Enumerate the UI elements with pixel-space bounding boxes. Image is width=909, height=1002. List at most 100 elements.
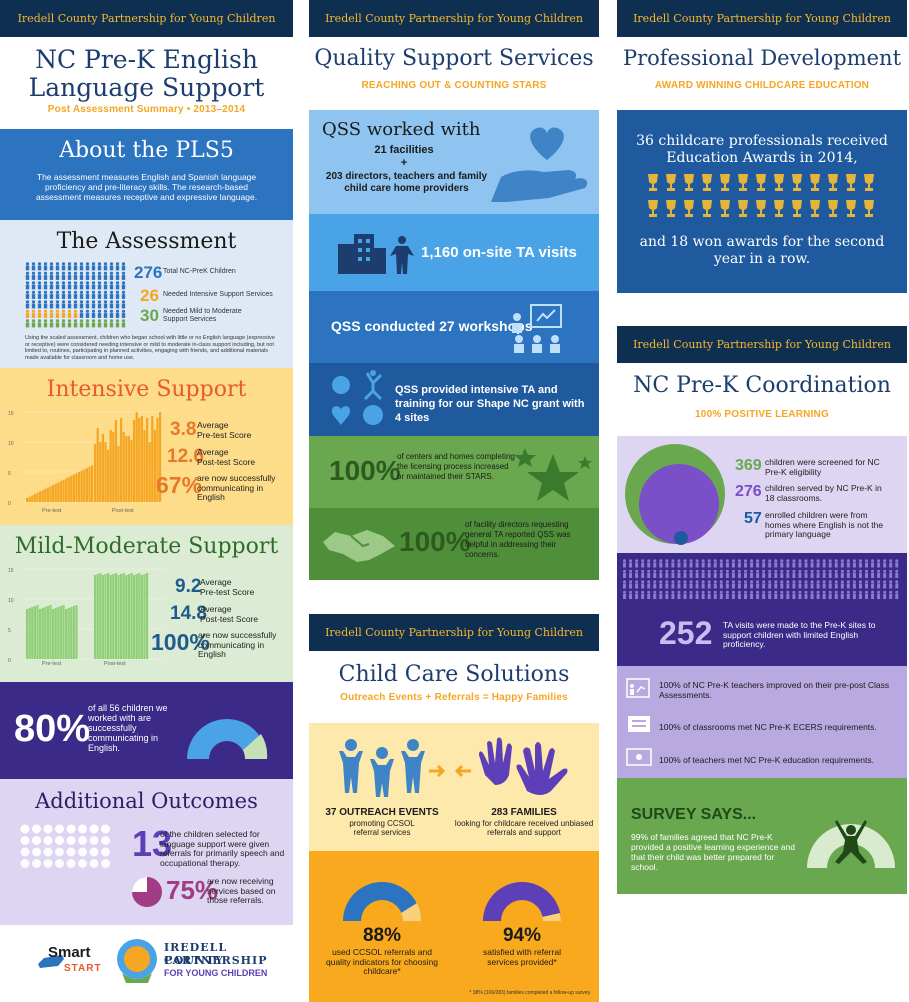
- person-mark: [61, 262, 66, 271]
- person-mark: [67, 309, 72, 318]
- dot-mark: [89, 824, 99, 834]
- person-mark: [695, 559, 699, 568]
- bar: [99, 442, 102, 502]
- person-mark: [31, 300, 36, 309]
- bar: [72, 474, 75, 502]
- bar: [151, 416, 154, 502]
- dot-mark: [89, 836, 99, 845]
- person-mark: [774, 590, 778, 599]
- person-mark: [846, 590, 850, 599]
- trophy-icon: [684, 200, 694, 217]
- bar: [44, 488, 47, 502]
- person-mark: [737, 590, 741, 599]
- person-mark: [43, 281, 48, 290]
- person-mark: [97, 290, 102, 299]
- bar: [36, 492, 39, 502]
- eighty-label: of all 56 children we worked with are su…: [88, 703, 168, 753]
- bar: [156, 418, 159, 502]
- person-mark: [871, 559, 875, 568]
- person-mark: [719, 569, 723, 578]
- person-mark: [635, 559, 639, 568]
- person-mark: [73, 300, 78, 309]
- person-mark: [641, 569, 645, 578]
- person-mark: [115, 271, 120, 280]
- person-mark: [744, 590, 747, 599]
- bar: [122, 573, 125, 659]
- bar: [62, 479, 65, 502]
- person-mark: [25, 319, 30, 328]
- bar: [125, 575, 128, 659]
- person-mark: [31, 309, 36, 318]
- person-mark: [828, 569, 832, 578]
- dot-mark: [55, 824, 64, 834]
- person-mark: [731, 590, 735, 599]
- person-mark: [73, 309, 78, 318]
- bar: [120, 574, 123, 659]
- awards-text-1: 36 childcare professionals received Educ…: [636, 133, 888, 166]
- page-title: NC Pre-K English Language Support: [0, 46, 293, 102]
- person-mark: [97, 281, 102, 290]
- bar: [114, 420, 117, 502]
- trophy-icon: [864, 174, 874, 191]
- org-header-ccs: Iredell County Partnership for Young Chi…: [309, 614, 599, 651]
- certificate-icon: [626, 748, 652, 766]
- bar: [36, 605, 39, 659]
- trophy-icon: [648, 174, 658, 191]
- person-mark: [834, 569, 838, 578]
- org-header-nck: Iredell County Partnership for Young Chi…: [617, 326, 907, 363]
- tick-label: 0: [8, 501, 11, 507]
- people-icon: [339, 739, 425, 797]
- pd-title: Professional Development: [622, 46, 902, 70]
- assessment-heading: The Assessment: [56, 229, 237, 254]
- person-mark: [31, 290, 36, 299]
- trophy-icon: [738, 200, 748, 217]
- stars-block: 100% of centers and homes completing the…: [309, 436, 599, 508]
- person-mark: [768, 590, 772, 599]
- survey-head: SURVEY SAYS...: [631, 806, 757, 823]
- person-mark: [109, 262, 114, 271]
- person-mark: [695, 580, 699, 589]
- stat-mild: 30 Needed Mild to Moderate Support Servi…: [140, 306, 242, 325]
- trophy-icon: [846, 174, 856, 191]
- person-mark: [840, 590, 844, 599]
- person-mark: [792, 569, 796, 578]
- person-mark: [871, 569, 875, 578]
- bar: [85, 468, 88, 502]
- intensive-pct-stat: 67% are now successfully communicating i…: [156, 472, 276, 502]
- bar: [54, 608, 57, 659]
- person-mark: [786, 590, 790, 599]
- person-mark: [780, 569, 784, 578]
- person-mark: [695, 569, 699, 578]
- bar: [109, 430, 112, 502]
- mild-heading: Mild-Moderate Support: [14, 534, 279, 559]
- person-mark: [804, 569, 808, 578]
- person-mark: [623, 569, 626, 578]
- ta-252-label: TA visits were made to the Pre-K sites t…: [723, 620, 876, 649]
- person-mark: [37, 319, 42, 328]
- person-mark: [55, 271, 60, 280]
- ccs-subtitle: Outreach Events + Referrals = Happy Fami…: [340, 692, 568, 703]
- nc-state-icon: [38, 955, 64, 968]
- bar: [125, 436, 128, 502]
- person-mark: [707, 590, 711, 599]
- tick-label: 15: [8, 411, 14, 417]
- person-mark: [55, 319, 60, 328]
- person-mark: [895, 580, 899, 589]
- person-mark: [846, 580, 850, 589]
- results-block: 100% of NC Pre-K teachers improved on th…: [617, 666, 907, 778]
- bar: [133, 575, 136, 659]
- person-mark: [871, 580, 875, 589]
- person-mark: [701, 580, 705, 589]
- balloon-icon: [117, 939, 157, 983]
- bar: [94, 444, 97, 502]
- title-line-1: NC Pre-K English: [35, 45, 258, 74]
- person-mark: [689, 590, 693, 599]
- person-mark: [858, 559, 862, 568]
- people-grid-icon: [25, 262, 126, 328]
- tick-label: 0: [8, 658, 11, 664]
- person-mark: [61, 290, 66, 299]
- person-mark: [762, 580, 766, 589]
- person-mark: [79, 309, 84, 318]
- dot-mark: [32, 859, 41, 868]
- mild-post-stat: 14.8 Average Post-test Score: [170, 603, 259, 624]
